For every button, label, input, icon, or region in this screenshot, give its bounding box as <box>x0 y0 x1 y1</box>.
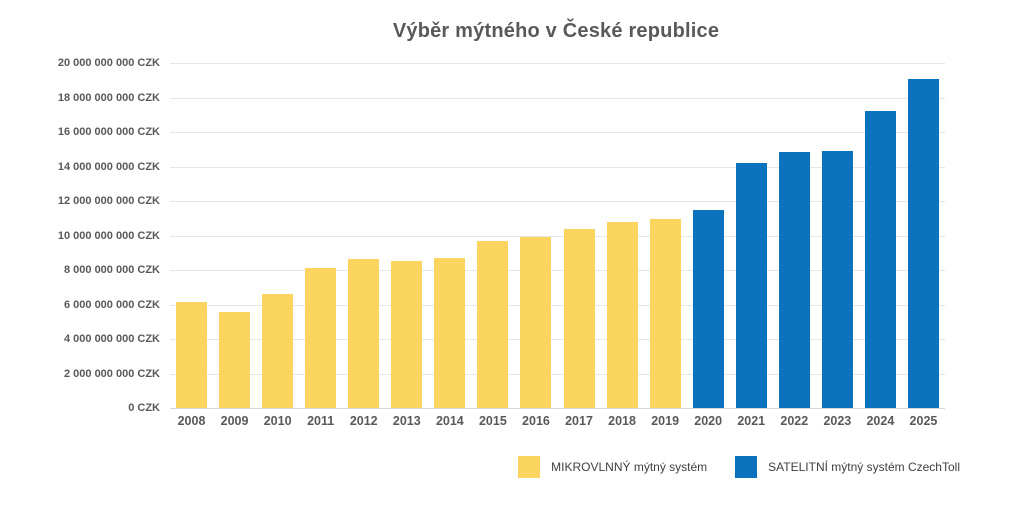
x-axis-tick-label: 2010 <box>263 414 292 428</box>
chart-title: Výběr mýtného v České republice <box>392 20 720 42</box>
x-axis-tick-label: 2021 <box>737 414 766 428</box>
y-axis-tick-label: 8 000 000 000 CZK <box>63 264 160 276</box>
x-axis-tick-label: 2015 <box>478 414 507 428</box>
bar-2015[interactable] <box>477 241 509 408</box>
bar-2009[interactable] <box>219 312 251 408</box>
x-axis-tick-label: 2023 <box>823 414 852 428</box>
x-axis-tick-label: 2014 <box>435 414 464 428</box>
y-axis-tick-label: 20 000 000 000 CZK <box>57 57 160 69</box>
gridline <box>170 167 945 168</box>
x-axis-tick-label: 2024 <box>866 414 895 428</box>
bar-2010[interactable] <box>262 294 294 408</box>
gridline <box>170 305 945 306</box>
gridline <box>170 374 945 375</box>
bar-2017[interactable] <box>563 229 595 408</box>
gridline <box>170 201 945 202</box>
bar-2013[interactable] <box>391 261 423 408</box>
legend-swatch <box>518 456 541 478</box>
y-axis-tick-label: 14 000 000 000 CZK <box>57 161 160 173</box>
x-axis-tick-label: 2022 <box>780 414 809 428</box>
bar-2014[interactable] <box>434 258 466 408</box>
x-axis-tick-label: 2017 <box>565 414 593 428</box>
x-axis-tick-label: 2012 <box>349 414 378 428</box>
x-axis-tick-label: 2019 <box>651 414 680 428</box>
y-axis-tick-label: 12 000 000 000 CZK <box>57 195 160 207</box>
x-axis-tick-label: 2020 <box>694 414 723 428</box>
y-axis-tick-label: 2 000 000 000 CZK <box>63 368 160 380</box>
bar-2025[interactable] <box>907 79 939 408</box>
y-axis-tick-label: 18 000 000 000 CZK <box>57 92 160 104</box>
gridline <box>170 408 945 409</box>
bar-2024[interactable] <box>864 111 896 408</box>
bar-2008[interactable] <box>176 302 208 408</box>
legend: MIKROVLNNÝ mýtný systém SATELITNÍ mýtný s… <box>518 456 960 478</box>
gridline <box>170 98 945 99</box>
bar-2023[interactable] <box>821 151 853 408</box>
bar-2020[interactable] <box>692 210 724 408</box>
x-axis-tick-label: 2009 <box>220 414 249 428</box>
gridline <box>170 339 945 340</box>
x-axis-tick-label: 2013 <box>392 414 421 428</box>
legend-label: SATELITNÍ mýtný systém CzechToll <box>768 460 960 474</box>
y-axis-tick-label: 16 000 000 000 CZK <box>57 126 160 138</box>
x-axis-tick-label: 2008 <box>177 414 206 428</box>
bar-2016[interactable] <box>520 237 552 408</box>
x-axis-tick-label: 2025 <box>909 414 938 428</box>
bar-2011[interactable] <box>305 268 337 408</box>
x-axis-tick-label: 2016 <box>522 414 550 428</box>
y-axis-tick-label: 6 000 000 000 CZK <box>63 299 160 311</box>
bar-2021[interactable] <box>735 163 767 408</box>
y-axis-tick-label: 4 000 000 000 CZK <box>63 333 160 345</box>
bar-2012[interactable] <box>348 259 380 408</box>
legend-swatch <box>735 456 758 478</box>
x-axis-tick-label: 2011 <box>307 414 335 428</box>
legend-item-satellite[interactable]: SATELITNÍ mýtný systém CzechToll <box>735 456 960 478</box>
legend-label: MIKROVLNNÝ mýtný systém <box>551 460 708 474</box>
bar-2018[interactable] <box>606 222 638 408</box>
y-axis-tick-label: 0 CZK <box>128 402 160 414</box>
legend-item-microwave[interactable]: MIKROVLNNÝ mýtný systém <box>518 456 707 478</box>
gridline <box>170 132 945 133</box>
gridline <box>170 63 945 64</box>
gridline <box>170 270 945 271</box>
x-axis-tick-label: 2018 <box>608 414 636 428</box>
bar-2022[interactable] <box>778 152 810 408</box>
gridline <box>170 236 945 237</box>
y-axis-tick-label: 10 000 000 000 CZK <box>57 230 160 242</box>
bar-2019[interactable] <box>649 219 681 408</box>
